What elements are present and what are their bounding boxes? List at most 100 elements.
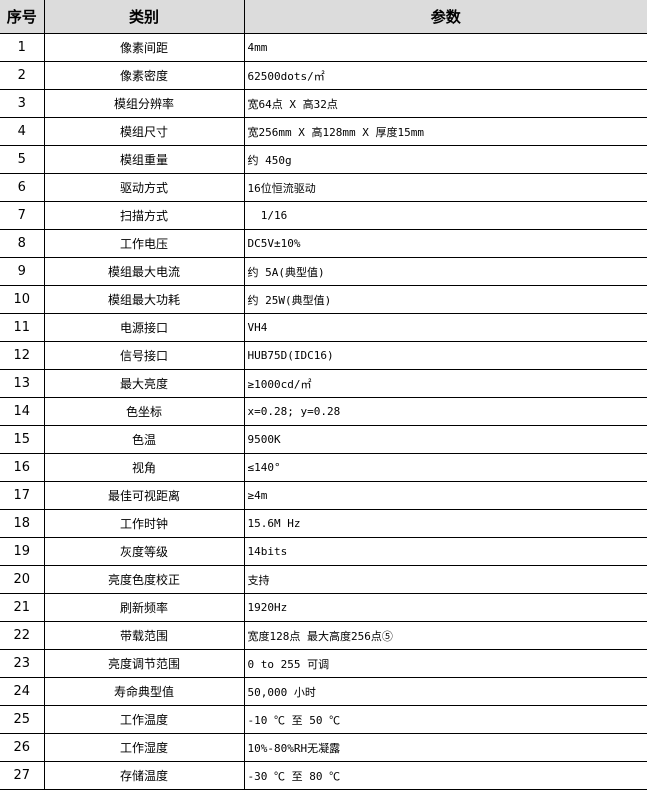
row-category: 驱动方式 bbox=[43, 173, 245, 202]
row-number: 1 bbox=[0, 33, 45, 62]
table-row: 17 最佳可视距离 ≥4m bbox=[0, 481, 647, 510]
row-number: 24 bbox=[0, 677, 45, 706]
row-value: ≥4m bbox=[243, 481, 647, 510]
table-row: 7 扫描方式 1/16 bbox=[0, 201, 647, 230]
row-number: 19 bbox=[0, 537, 45, 566]
row-category: 模组最大功耗 bbox=[43, 285, 245, 314]
row-category: 最大亮度 bbox=[43, 369, 245, 398]
row-number: 10 bbox=[0, 285, 45, 314]
header-no: 序号 bbox=[0, 0, 45, 34]
row-number: 5 bbox=[0, 145, 45, 174]
table-row: 8 工作电压 DC5V±10% bbox=[0, 229, 647, 258]
table-row: 1 像素间距 4mm bbox=[0, 33, 647, 62]
row-category: 灰度等级 bbox=[43, 537, 245, 566]
header-params: 参数 bbox=[243, 0, 647, 34]
row-category: 视角 bbox=[43, 453, 245, 482]
row-number: 9 bbox=[0, 257, 45, 286]
row-number: 11 bbox=[0, 313, 45, 342]
row-category: 寿命典型值 bbox=[43, 677, 245, 706]
row-number: 16 bbox=[0, 453, 45, 482]
row-value: 宽64点 X 高32点 bbox=[243, 89, 647, 118]
row-value: 10%-80%RH无凝露 bbox=[243, 733, 647, 762]
table-row: 2 像素密度 62500dots/㎡ bbox=[0, 61, 647, 90]
row-category: 带载范围 bbox=[43, 621, 245, 650]
row-category: 模组最大电流 bbox=[43, 257, 245, 286]
row-value: 约 25W(典型值) bbox=[243, 285, 647, 314]
row-number: 3 bbox=[0, 89, 45, 118]
row-value: x=0.28; y=0.28 bbox=[243, 397, 647, 426]
row-number: 20 bbox=[0, 565, 45, 594]
table-row: 10 模组最大功耗约 25W(典型值) bbox=[0, 285, 647, 314]
row-category: 刷新频率 bbox=[43, 593, 245, 622]
row-number: 12 bbox=[0, 341, 45, 370]
table-row: 5 模组重量约 450g bbox=[0, 145, 647, 174]
table-row: 11 电源接口 VH4 bbox=[0, 313, 647, 342]
row-number: 7 bbox=[0, 201, 45, 230]
row-value: DC5V±10% bbox=[243, 229, 647, 258]
row-category: 电源接口 bbox=[43, 313, 245, 342]
row-number: 22 bbox=[0, 621, 45, 650]
row-category: 模组重量 bbox=[43, 145, 245, 174]
row-value: 1/16 bbox=[243, 201, 647, 230]
row-value: 1920Hz bbox=[243, 593, 647, 622]
table-row: 12 信号接口 HUB75D(IDC16) bbox=[0, 341, 647, 370]
table-row: 21 刷新频率 1920Hz bbox=[0, 593, 647, 622]
table-row: 25 工作温度 -10 ℃ 至 50 ℃ bbox=[0, 705, 647, 734]
row-category: 工作电压 bbox=[43, 229, 245, 258]
row-category: 工作湿度 bbox=[43, 733, 245, 762]
row-value: 约 5A(典型值) bbox=[243, 257, 647, 286]
row-number: 21 bbox=[0, 593, 45, 622]
row-number: 15 bbox=[0, 425, 45, 454]
row-value: 50,000 小时 bbox=[243, 677, 647, 706]
row-value: 0 to 255 可调 bbox=[243, 649, 647, 678]
row-number: 4 bbox=[0, 117, 45, 146]
row-number: 2 bbox=[0, 61, 45, 90]
table-row: 24 寿命典型值 50,000 小时 bbox=[0, 677, 647, 706]
row-value: -10 ℃ 至 50 ℃ bbox=[243, 705, 647, 734]
table-row: 3 模组分辨率 宽64点 X 高32点 bbox=[0, 89, 647, 118]
table-row: 6 驱动方式 16位恒流驱动 bbox=[0, 173, 647, 202]
row-category: 信号接口 bbox=[43, 341, 245, 370]
row-category: 最佳可视距离 bbox=[43, 481, 245, 510]
row-category: 亮度色度校正 bbox=[43, 565, 245, 594]
table-row: 4 模组尺寸 宽256mm X 高128mm X 厚度15mm bbox=[0, 117, 647, 146]
row-value: 9500K bbox=[243, 425, 647, 454]
row-value: 约 450g bbox=[243, 145, 647, 174]
row-category: 模组尺寸 bbox=[43, 117, 245, 146]
row-category: 像素间距 bbox=[43, 33, 245, 62]
row-value: 宽256mm X 高128mm X 厚度15mm bbox=[243, 117, 647, 146]
table-row: 26 工作湿度 10%-80%RH无凝露 bbox=[0, 733, 647, 762]
row-number: 6 bbox=[0, 173, 45, 202]
row-value: 16位恒流驱动 bbox=[243, 173, 647, 202]
table-row: 19 灰度等级 14bits bbox=[0, 537, 647, 566]
row-number: 13 bbox=[0, 369, 45, 398]
table-row: 9 模组最大电流约 5A(典型值) bbox=[0, 257, 647, 286]
row-category: 亮度调节范围 bbox=[43, 649, 245, 678]
table-row: 16 视角 ≤140° bbox=[0, 453, 647, 482]
row-category: 扫描方式 bbox=[43, 201, 245, 230]
row-category: 存储温度 bbox=[43, 761, 245, 790]
row-value: ≤140° bbox=[243, 453, 647, 482]
row-category: 工作时钟 bbox=[43, 509, 245, 538]
table-row: 22 带载范围 宽度128点 最大高度256点⑤ bbox=[0, 621, 647, 650]
row-number: 8 bbox=[0, 229, 45, 258]
row-value: 15.6M Hz bbox=[243, 509, 647, 538]
row-number: 25 bbox=[0, 705, 45, 734]
row-number: 18 bbox=[0, 509, 45, 538]
table-row: 23 亮度调节范围 0 to 255 可调 bbox=[0, 649, 647, 678]
table-row: 14 色坐标 x=0.28; y=0.28 bbox=[0, 397, 647, 426]
row-value: 支持 bbox=[243, 565, 647, 594]
row-value: 14bits bbox=[243, 537, 647, 566]
row-value: HUB75D(IDC16) bbox=[243, 341, 647, 370]
row-value: 62500dots/㎡ bbox=[243, 61, 647, 90]
row-value: ≥1000cd/㎡ bbox=[243, 369, 647, 398]
row-category: 色温 bbox=[43, 425, 245, 454]
row-number: 27 bbox=[0, 761, 45, 790]
header-category: 类别 bbox=[43, 0, 245, 34]
row-number: 26 bbox=[0, 733, 45, 762]
row-number: 23 bbox=[0, 649, 45, 678]
row-number: 17 bbox=[0, 481, 45, 510]
table-row: 20 亮度色度校正 支持 bbox=[0, 565, 647, 594]
header-row: 序号 类别 参数 bbox=[0, 0, 647, 34]
